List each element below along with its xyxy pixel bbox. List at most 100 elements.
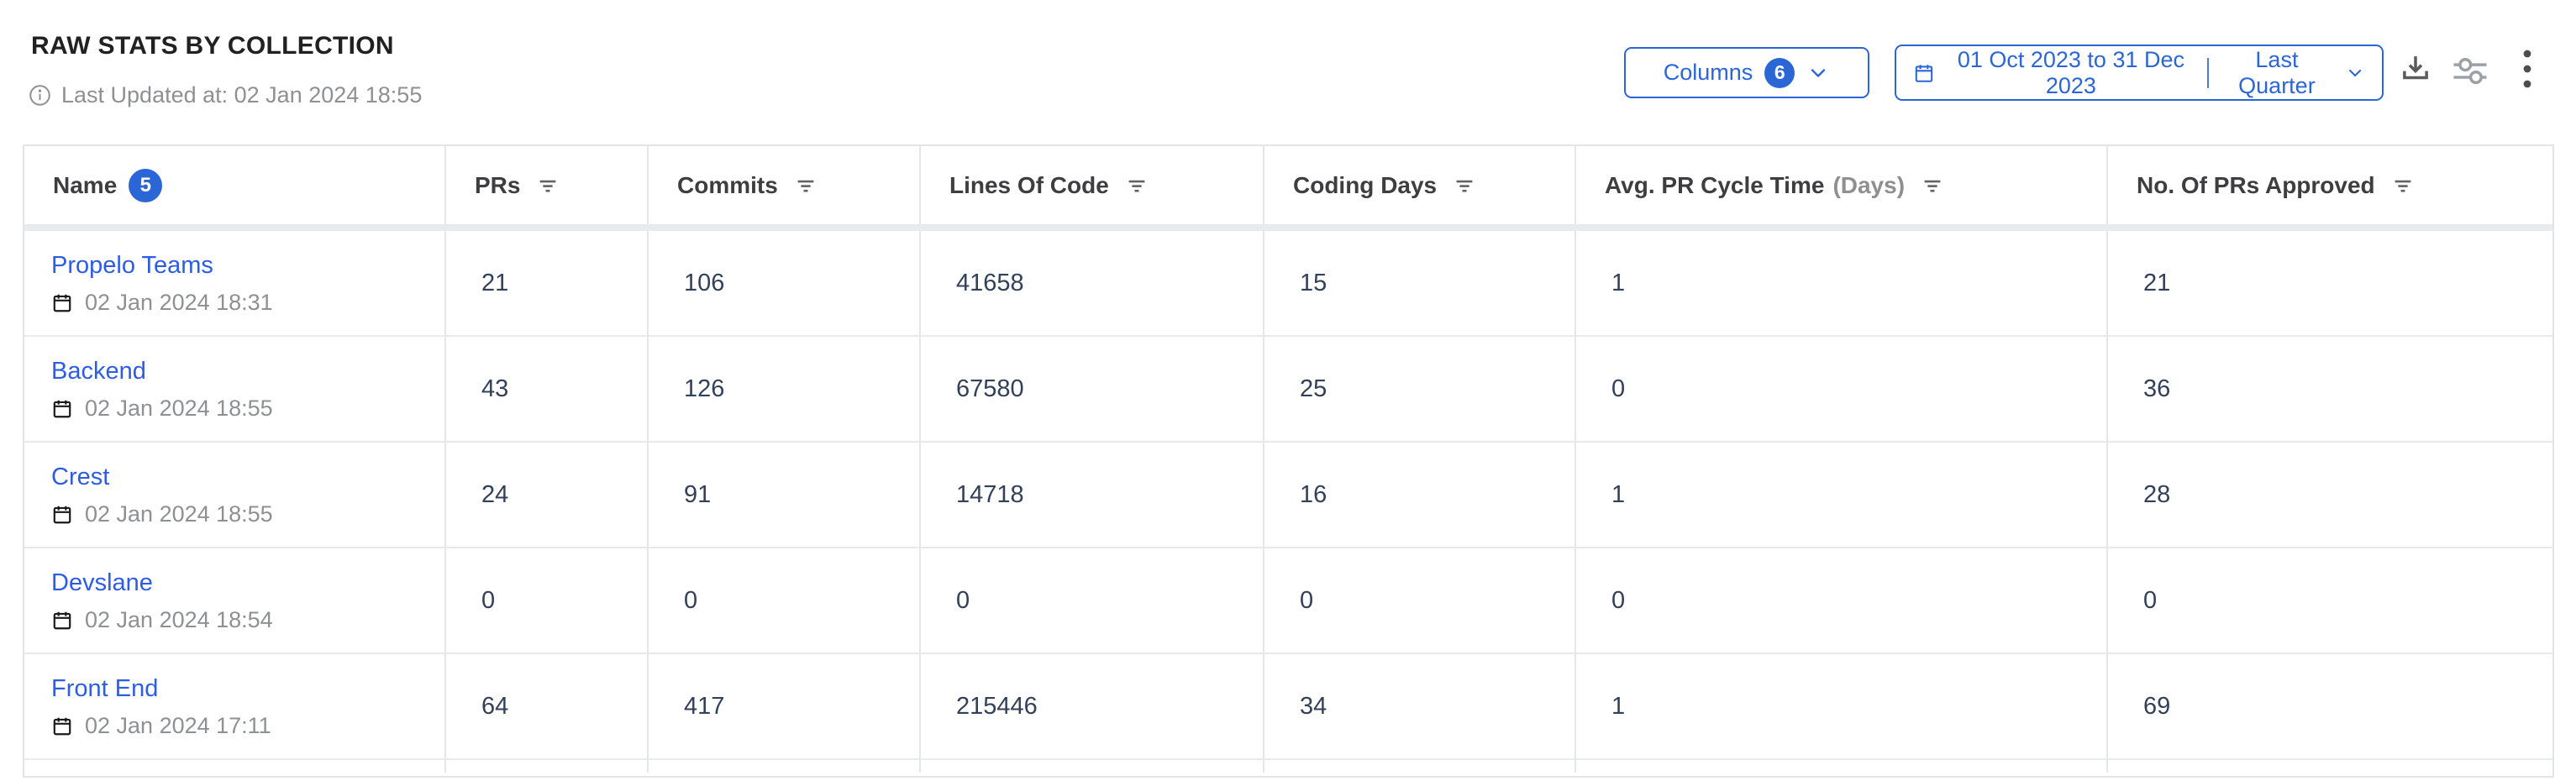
prs-approved-cell: 0 [2108, 548, 2552, 654]
collection-link[interactable]: Propelo Teams [51, 251, 213, 279]
coding-days-cell: 25 [1264, 337, 1576, 443]
prs-approved-cell: 21 [2108, 231, 2552, 337]
date-range-text: 01 Oct 2023 to 31 Dec 2023 [1957, 46, 2184, 98]
column-header-lines-of-code: Lines Of Code [921, 146, 1264, 224]
filter-settings-button[interactable] [2450, 49, 2490, 92]
updated-at-text: 02 Jan 2024 18:55 [85, 501, 273, 527]
prs-cell: 21 [446, 231, 649, 337]
lines-of-code-cell: 14718 [921, 443, 1264, 548]
divider [2206, 57, 2210, 88]
column-header-label: Avg. PR Cycle Time [1605, 171, 1825, 198]
updated-at-text: 02 Jan 2024 18:31 [85, 289, 273, 315]
columns-button-label: Columns [1663, 60, 1753, 85]
avg-pr-cycle-time-cell: 0 [1576, 548, 2108, 654]
row-updated-at: 02 Jan 2024 17:11 [51, 713, 271, 739]
stats-table: Name 5 PRs Commits L [23, 144, 2554, 778]
calendar-icon [53, 294, 71, 312]
column-header-label: Commits [677, 171, 778, 198]
lines-of-code-cell: 41658 [921, 231, 1264, 337]
kebab-menu-icon [2523, 50, 2531, 88]
calendar-icon [1915, 64, 1933, 82]
last-updated-row: Last Updated at: 02 Jan 2024 18:55 [29, 82, 422, 108]
name-cell: Propelo Teams 02 Jan 2024 18:31 [24, 231, 446, 337]
filter-icon[interactable] [2390, 173, 2416, 198]
table-header-row: Name 5 PRs Commits L [24, 146, 2552, 224]
name-count-badge: 5 [129, 168, 163, 202]
table-row: Propelo Teams 02 Jan 2024 18:31 21 106 4… [24, 231, 2552, 337]
row-updated-at: 02 Jan 2024 18:31 [51, 290, 273, 316]
column-header-label: Coding Days [1293, 171, 1438, 198]
table-row: Front End 02 Jan 2024 17:11 64 417 21544… [24, 654, 2552, 760]
columns-count-badge: 6 [1764, 57, 1795, 88]
filter-icon[interactable] [535, 173, 560, 198]
avg-pr-cycle-time-cell: 1 [1576, 231, 2108, 337]
prs-cell: 0 [446, 548, 649, 654]
column-header-prs: PRs [446, 146, 649, 224]
date-range-button[interactable]: 01 Oct 2023 to 31 Dec 2023 Last Quarter [1895, 45, 2384, 101]
name-cell: Backend 02 Jan 2024 18:55 [24, 337, 446, 443]
column-header-label: Name [53, 171, 118, 198]
coding-days-cell: 16 [1264, 443, 1576, 548]
filter-icon[interactable] [1452, 173, 1477, 198]
column-header-commits: Commits [649, 146, 921, 224]
table-row: Devslane 02 Jan 2024 18:54 0 0 0 0 0 0 [24, 548, 2552, 654]
column-header-label-suffix: (Days) [1832, 171, 1906, 198]
chevron-down-icon [1811, 68, 1826, 77]
chevron-down-icon [2348, 69, 2361, 76]
row-updated-at: 02 Jan 2024 18:55 [51, 396, 273, 422]
prs-approved-cell: 69 [2108, 654, 2552, 760]
table-row: Crest 02 Jan 2024 18:55 24 91 14718 16 1… [24, 443, 2552, 548]
updated-at-text: 02 Jan 2024 17:11 [85, 712, 271, 738]
lines-of-code-cell: 67580 [921, 337, 1264, 443]
name-cell: Front End 02 Jan 2024 17:11 [24, 654, 446, 760]
lines-of-code-cell: 0 [921, 548, 1264, 654]
name-cell: Devslane 02 Jan 2024 18:54 [24, 548, 446, 654]
calendar-icon [53, 400, 71, 417]
lines-of-code-cell: 215446 [921, 654, 1264, 760]
collection-link[interactable]: Front End [51, 674, 159, 702]
column-header-label: PRs [475, 171, 521, 198]
calendar-icon [53, 506, 71, 523]
collection-link[interactable]: Backend [51, 357, 146, 385]
header-divider-band [24, 224, 2552, 231]
column-header-avg-pr-cycle-time: Avg. PR Cycle Time (Days) [1576, 146, 2108, 224]
table-row: Backend 02 Jan 2024 18:55 43 126 67580 2… [24, 337, 2552, 443]
filter-icon[interactable] [793, 173, 818, 198]
commits-cell: 106 [649, 231, 921, 337]
prs-cell: 64 [446, 654, 649, 760]
avg-pr-cycle-time-cell: 1 [1576, 654, 2108, 760]
sliders-icon [2453, 58, 2487, 85]
calendar-icon [53, 717, 71, 735]
avg-pr-cycle-time-cell: 1 [1576, 443, 2108, 548]
commits-cell: 91 [649, 443, 921, 548]
filter-icon[interactable] [1124, 173, 1149, 198]
column-header-label: No. Of PRs Approved [2137, 171, 2375, 198]
row-updated-at: 02 Jan 2024 18:54 [51, 607, 273, 633]
prs-cell: 24 [446, 443, 649, 548]
row-updated-at: 02 Jan 2024 18:55 [51, 501, 273, 527]
filter-icon[interactable] [1920, 173, 1945, 198]
download-button[interactable] [2395, 47, 2436, 91]
prs-approved-cell: 36 [2108, 337, 2552, 443]
commits-cell: 126 [649, 337, 921, 443]
column-header-no-of-prs-approved: No. Of PRs Approved [2108, 146, 2552, 224]
avg-pr-cycle-time-cell: 0 [1576, 337, 2108, 443]
coding-days-cell: 15 [1264, 231, 1576, 337]
commits-cell: 417 [649, 654, 921, 760]
info-icon [29, 85, 50, 106]
collection-link[interactable]: Devslane [51, 569, 153, 596]
column-header-label: Lines Of Code [949, 171, 1109, 198]
collection-link[interactable]: Crest [51, 463, 110, 490]
page-title: RAW STATS BY COLLECTION [31, 32, 394, 60]
commits-cell: 0 [649, 548, 921, 654]
clipped-row [24, 760, 2552, 773]
prs-cell: 43 [446, 337, 649, 443]
prs-approved-cell: 28 [2108, 443, 2552, 548]
date-preset-text: Last Quarter [2238, 46, 2316, 98]
columns-button[interactable]: Columns 6 [1624, 47, 1869, 98]
column-header-name: Name 5 [24, 146, 446, 224]
more-options-button[interactable] [2507, 47, 2547, 91]
last-updated-text: Last Updated at: 02 Jan 2024 18:55 [61, 82, 423, 107]
updated-at-text: 02 Jan 2024 18:55 [85, 395, 273, 421]
